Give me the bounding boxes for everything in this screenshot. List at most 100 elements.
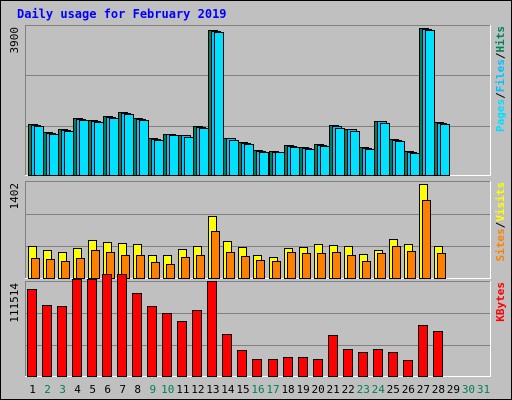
x-tick-label-day-22: 22 [342,383,355,396]
bar-sites-day-2 [46,259,55,279]
bar-kbytes-day-5 [87,279,97,377]
x-tick-label-day-30: 30 [462,383,475,396]
bar-sites-day-26 [407,251,416,279]
bar-pages-day-6 [109,118,119,176]
y-max-label: 1402 [8,183,21,210]
x-tick-label-day-11: 11 [176,383,189,396]
bar-kbytes-day-17 [268,359,278,377]
x-tick-label-day-23: 23 [357,383,370,396]
legend-kbytes: KBytes [494,282,507,322]
legend-pages: Pages [494,99,507,132]
bar-sites-day-23 [362,261,371,279]
x-tick-label-day-7: 7 [119,383,126,396]
bar-pages-day-19 [305,149,315,176]
bar-pages-day-10 [169,135,179,176]
legend-visits: Visits [494,182,507,222]
bar-kbytes-day-1 [27,289,37,377]
x-tick-label-day-12: 12 [191,383,204,396]
x-tick-label-day-26: 26 [402,383,415,396]
x-tick-label-day-13: 13 [206,383,219,396]
legend-separator: / [494,52,507,59]
x-tick-label-day-20: 20 [312,383,325,396]
x-tick-label-day-28: 28 [432,383,445,396]
bar-kbytes-day-19 [298,357,308,377]
bar-sites-day-21 [332,252,341,279]
legend-separator: / [494,92,507,99]
bar-kbytes-day-7 [117,274,127,377]
bar-kbytes-day-15 [237,350,247,377]
bar-pages-day-20 [320,146,330,176]
x-tick-label-day-10: 10 [161,383,174,396]
x-tick-label-day-1: 1 [29,383,36,396]
bar-pages-day-24 [380,123,390,176]
bar-pages-day-8 [139,120,149,176]
bar-sites-day-27 [422,200,431,279]
x-tick-label-day-24: 24 [372,383,386,396]
x-tick-label-day-17: 17 [266,383,279,396]
bar-pages-day-13 [214,32,224,176]
bar-pages-day-18 [290,147,300,176]
x-tick-label-day-9: 9 [149,383,156,396]
bar-kbytes-day-22 [343,349,353,377]
x-tick-label-day-29: 29 [447,383,460,396]
bar-pages-day-11 [184,137,194,176]
y-max-label: 111514 [8,283,21,323]
x-tick-label-day-2: 2 [44,383,51,396]
bar-sites-day-12 [196,255,205,279]
x-tick-label-day-27: 27 [417,383,430,396]
bar-pages-day-26 [410,153,420,176]
bar-sites-day-20 [317,253,326,279]
bar-sites-day-4 [76,258,85,279]
bar-kbytes-day-28 [433,331,443,377]
bar-sites-day-24 [377,253,386,279]
bar-pages-day-14 [229,140,239,176]
x-tick-label-day-3: 3 [59,383,66,396]
bar-sites-day-8 [136,255,145,279]
x-tick-label-day-19: 19 [296,383,309,396]
legend-files: Files [494,59,507,92]
bar-kbytes-day-26 [403,360,413,377]
legend-separator: / [494,221,507,228]
x-tick-label-day-5: 5 [89,383,96,396]
bar-pages-day-23 [365,149,375,176]
x-tick-label-day-25: 25 [387,383,400,396]
bar-sites-day-28 [437,253,446,279]
bar-pages-day-3 [64,131,74,176]
bar-sites-day-25 [392,246,401,279]
bar-pages-day-25 [395,141,405,176]
bar-kbytes-day-27 [418,325,428,377]
bar-sites-day-9 [151,262,160,279]
bar-kbytes-day-8 [132,293,142,377]
x-tick-label-day-31: 31 [477,383,490,396]
x-tick-label-day-6: 6 [104,383,111,396]
right-legend: Sites/Visits [494,182,507,262]
legend-hits: Hits [494,26,507,53]
bar-sites-day-16 [256,260,265,279]
chart-title: Daily usage for February 2019 [17,7,227,21]
x-tick-label-day-18: 18 [281,383,294,396]
bar-sites-day-14 [226,252,235,279]
bar-kbytes-day-23 [358,352,368,377]
legend-sites: Sites [494,228,507,261]
bar-sites-day-15 [241,256,250,279]
bar-kbytes-day-10 [162,313,172,377]
y-max-label: 3900 [8,27,21,54]
bar-pages-day-15 [244,144,254,176]
bar-kbytes-day-16 [252,359,262,377]
right-legend: Pages/Files/Hits [494,26,507,132]
bar-kbytes-day-12 [192,310,202,377]
bar-kbytes-day-21 [328,335,338,377]
bar-kbytes-day-18 [283,357,293,377]
bar-sites-day-1 [31,258,40,279]
bar-sites-day-19 [302,253,311,279]
bar-kbytes-day-24 [373,349,383,377]
bar-sites-day-18 [287,252,296,279]
bar-kbytes-day-2 [42,305,52,377]
bar-kbytes-day-13 [207,281,217,377]
bar-sites-day-17 [272,261,281,279]
bar-pages-day-7 [124,114,134,176]
bar-sites-day-3 [61,261,70,279]
bar-kbytes-day-14 [222,334,232,377]
bar-kbytes-day-3 [57,306,67,377]
